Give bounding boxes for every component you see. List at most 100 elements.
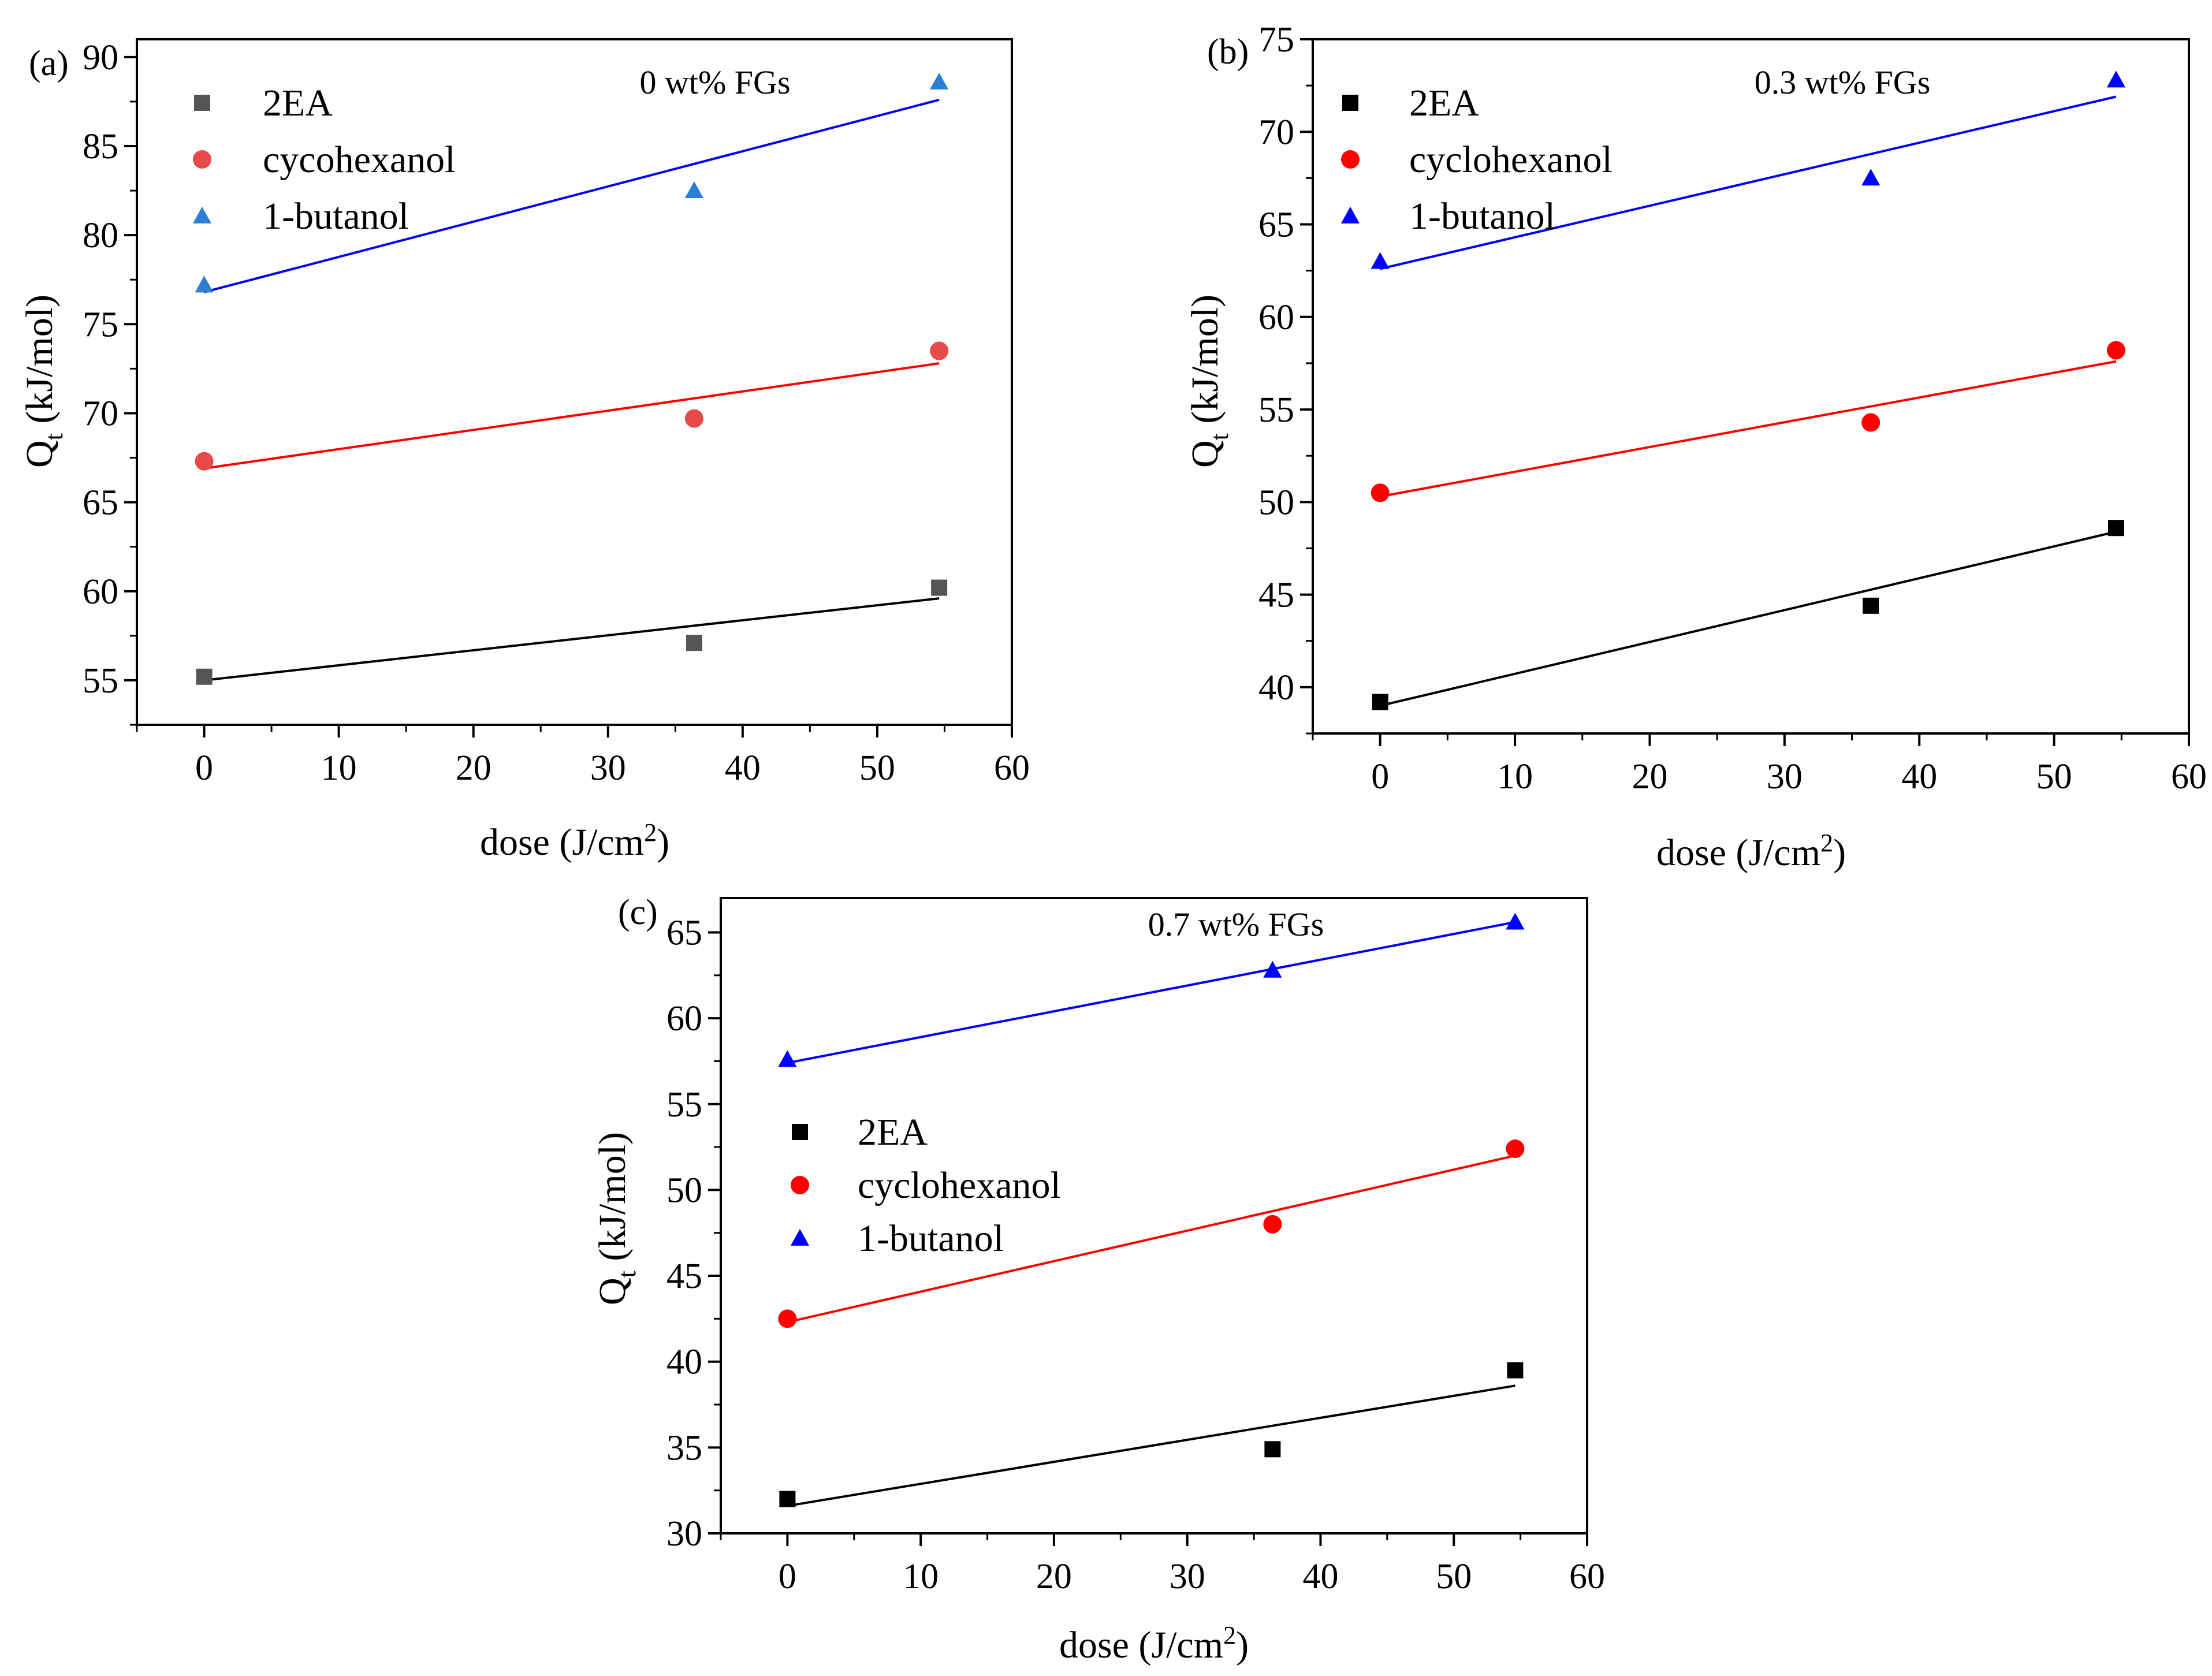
x-tick-label: 0 [195,748,213,788]
data-point-2ea [2107,520,2124,537]
x-tick-label: 20 [1036,1557,1072,1596]
x-tick-label: 30 [590,748,626,788]
y-tick-label: 55 [666,1085,702,1124]
x-tick-label: 40 [725,748,761,788]
legend-marker-cycohexanol [193,150,211,169]
legend-marker-cyclohexanol [1341,150,1360,169]
fit-line-cyclohexanol [1380,360,2117,498]
data-point-1-butanol [2106,70,2126,88]
legend-label-cyclohexanol: cyclohexanol [858,1164,1061,1206]
data-point-1-butanol [1861,169,1880,186]
y-tick-label: 55 [1258,390,1294,430]
data-point-2ea [196,668,213,685]
y-tick-label: 70 [83,394,118,433]
data-point-cyclohexanol [2106,341,2125,360]
data-point-cyclohexanol [1263,1215,1282,1234]
legend-marker-1-butanol [192,206,212,224]
y-tick-label: 70 [1258,113,1294,152]
data-point-1-butanol [1506,913,1525,930]
fit-line-2ea [787,1384,1515,1507]
legend-marker-2ea [194,95,210,111]
chart-panel-a: 0 10 20 30 40 50 60 55 60 65 70 75 80 85 90 dose (J/cm2… [18,38,1030,863]
panel-label: (b) [1207,32,1249,72]
annotation-text: 0.3 wt% FGs [1755,64,1931,101]
data-point-2ea [1372,694,1388,710]
data-point-2ea [1507,1362,1524,1379]
chart-panel-c: 0 10 20 30 40 50 60 30 35 40 45 50 55 60 65 dose (J/cm2… [591,893,1605,1666]
y-tick-label: 50 [666,1171,702,1210]
legend-marker-1-butanol [1340,206,1360,224]
y-tick-label: 65 [83,483,118,523]
y-tick-label: 60 [666,999,702,1038]
x-tick-label: 10 [903,1557,939,1596]
x-axis-title: dose (J/cm2) [1656,829,1846,874]
legend-label-2ea: 2EA [263,82,333,124]
legend-marker-1-butanol [790,1228,810,1246]
data-point-cycohexanol [195,452,214,471]
y-axis-title: Qt (kJ/mol) [18,295,68,468]
x-tick-label: 0 [1371,757,1389,796]
data-point-1-butanol [778,1050,797,1067]
legend-label-1-butanol: 1-butanol [858,1217,1004,1260]
y-tick-label: 75 [1258,20,1294,59]
y-tick-label: 85 [83,127,118,166]
data-point-2ea [779,1491,796,1507]
fit-line-2ea [1380,530,2117,707]
y-tick-label: 60 [83,572,118,612]
data-point-2ea [1863,597,1879,614]
annotation-text: 0.7 wt% FGs [1148,906,1324,943]
y-tick-label: 80 [83,216,118,255]
y-tick-label: 65 [666,913,702,952]
data-point-1-butanol [1263,960,1282,978]
legend-label-2ea: 2EA [1409,82,1479,124]
y-axis-title: Qt (kJ/mol) [591,1132,641,1305]
data-point-2ea [931,579,948,596]
chart-panel-b: 0 10 20 30 40 50 60 40 45 50 55 60 65 70 75 dose (J/cm2… [1184,20,2207,874]
y-axis-title: Qt (kJ/mol) [1184,295,1234,468]
y-tick-label: 40 [666,1343,702,1382]
data-point-1-butanol [930,72,949,90]
legend-label-2ea: 2EA [858,1111,928,1153]
data-point-2ea [1264,1441,1281,1458]
y-tick-label: 45 [1258,576,1294,615]
plot-frame [136,38,1013,726]
x-tick-label: 20 [456,748,491,788]
data-point-1-butanol [684,181,704,198]
fit-line-1-butanol [1380,95,2117,270]
y-tick-label: 45 [666,1257,702,1296]
legend-marker-2ea [1342,95,1358,111]
data-point-1-butanol [195,275,214,293]
y-tick-label: 55 [83,661,118,701]
y-tick-label: 90 [83,38,118,77]
x-axis-title: dose (J/cm2) [1059,1621,1249,1666]
y-tick-label: 30 [666,1514,702,1554]
x-tick-label: 50 [2036,757,2072,796]
x-tick-label: 40 [1901,757,1937,796]
fit-line-1-butanol [787,921,1515,1064]
x-tick-label: 10 [321,748,357,788]
x-tick-label: 50 [1436,1557,1472,1596]
legend-label-cyclohexanol: cyclohexanol [1409,139,1613,181]
y-tick-label: 60 [1258,298,1294,337]
y-tick-label: 35 [666,1428,702,1468]
data-point-2ea [686,635,702,651]
data-point-cyclohexanol [1506,1139,1525,1159]
fit-line-cyclohexanol [787,1154,1515,1324]
x-tick-label: 60 [994,748,1030,788]
x-tick-label: 60 [2171,757,2207,796]
x-tick-label: 20 [1632,757,1667,796]
legend-marker-cyclohexanol [791,1176,809,1194]
panel-label: (c) [618,893,658,932]
panel-label: (a) [29,44,69,83]
x-tick-label: 0 [779,1557,796,1596]
x-tick-label: 30 [1767,757,1803,796]
data-point-cyclohexanol [1861,413,1880,432]
fit-line-1-butanol [204,98,940,293]
data-point-cycohexanol [684,409,703,428]
data-point-cyclohexanol [778,1309,797,1328]
data-point-1-butanol [1371,252,1390,269]
x-axis-title: dose (J/cm2) [480,818,669,863]
data-point-cyclohexanol [1371,483,1390,502]
plot-frame [720,897,1588,1535]
